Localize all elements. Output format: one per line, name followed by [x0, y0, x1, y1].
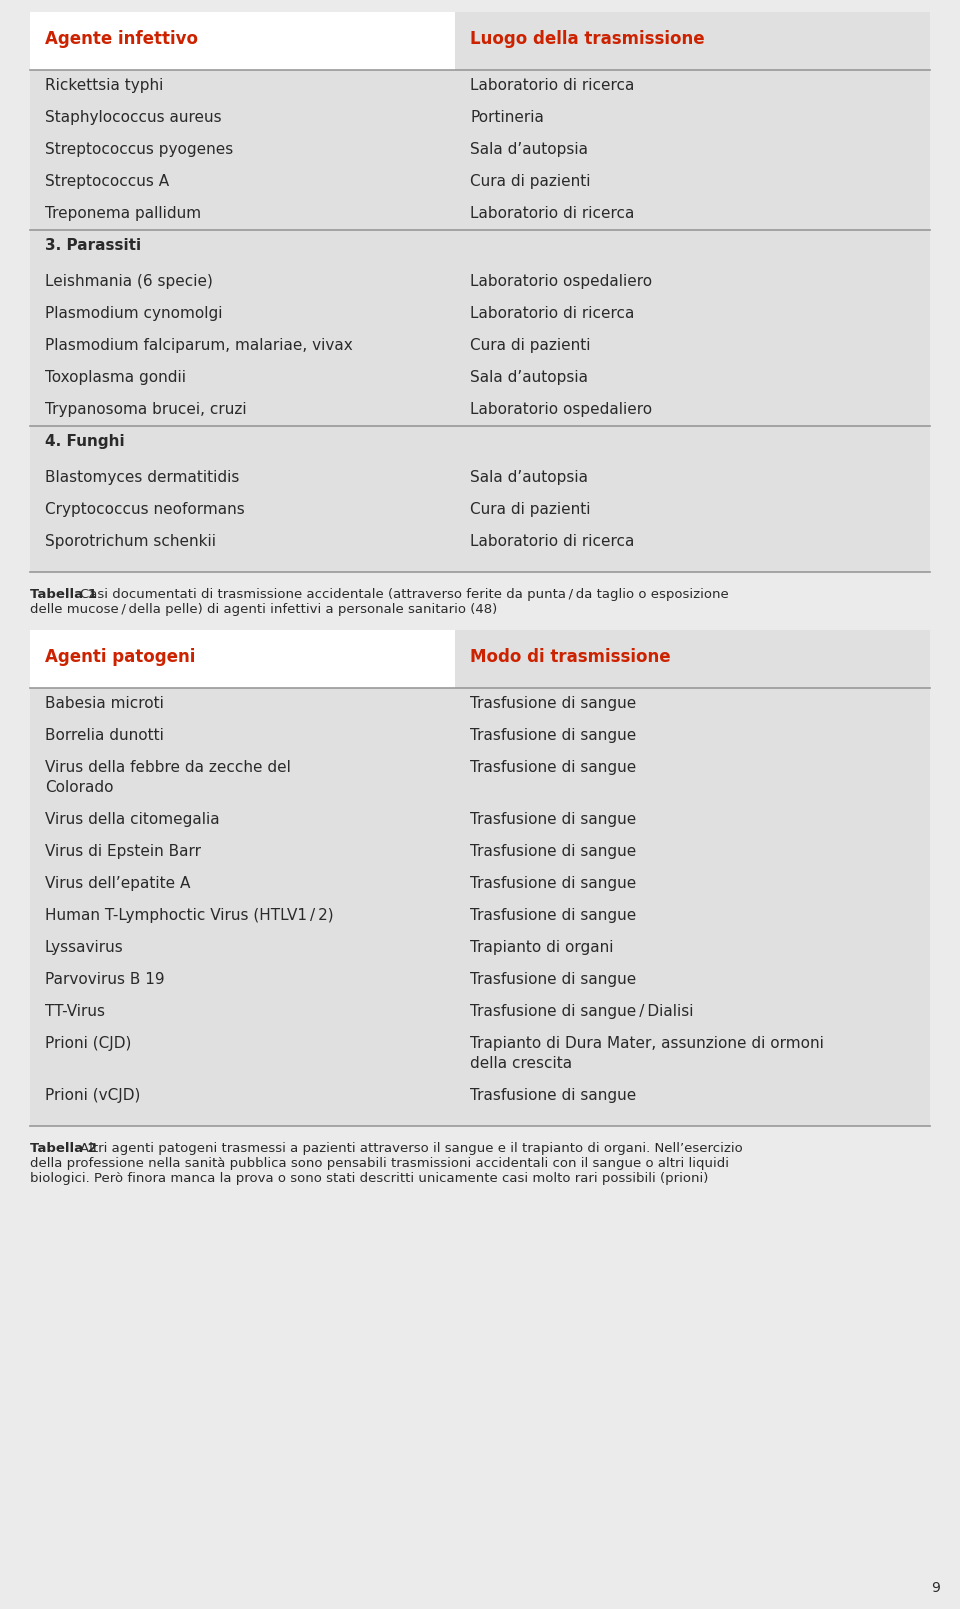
Text: Trapianto di organi: Trapianto di organi	[470, 940, 613, 956]
Text: Modo di trasmissione: Modo di trasmissione	[470, 648, 671, 666]
Text: Blastomyces dermatitidis: Blastomyces dermatitidis	[45, 470, 239, 484]
Text: Streptococcus A: Streptococcus A	[45, 174, 169, 188]
Text: Leishmania (6 specie): Leishmania (6 specie)	[45, 274, 213, 290]
Text: 4. Funghi: 4. Funghi	[45, 434, 125, 449]
Text: Laboratorio di ricerca: Laboratorio di ricerca	[470, 534, 635, 549]
Text: 3. Parassiti: 3. Parassiti	[45, 238, 141, 253]
Text: Agenti patogeni: Agenti patogeni	[45, 648, 196, 666]
Text: Toxoplasma gondii: Toxoplasma gondii	[45, 370, 186, 385]
Text: Plasmodium cynomolgi: Plasmodium cynomolgi	[45, 306, 223, 322]
Text: Trasfusione di sangue: Trasfusione di sangue	[470, 972, 636, 986]
Text: Portineria: Portineria	[470, 109, 544, 126]
Text: biologici. Però finora manca la prova o sono stati descritti unicamente casi mol: biologici. Però finora manca la prova o …	[30, 1171, 708, 1184]
Text: Cura di pazienti: Cura di pazienti	[470, 338, 590, 352]
Bar	[30, 11, 455, 71]
Text: TT-Virus: TT-Virus	[45, 1004, 105, 1018]
Text: 9: 9	[931, 1582, 940, 1595]
Text: Tabella 1: Tabella 1	[30, 587, 97, 602]
Text: Cura di pazienti: Cura di pazienti	[470, 502, 590, 516]
Text: Sporotrichum schenkii: Sporotrichum schenkii	[45, 534, 216, 549]
Text: Trasfusione di sangue: Trasfusione di sangue	[470, 759, 636, 776]
Text: Casi documentati di trasmissione accidentale (attraverso ferite da punta / da ta: Casi documentati di trasmissione acciden…	[80, 587, 729, 602]
Text: Cura di pazienti: Cura di pazienti	[470, 174, 590, 188]
Text: Trapianto di Dura Mater, assunzione di ormoni
della crescita: Trapianto di Dura Mater, assunzione di o…	[470, 1036, 824, 1072]
Text: Agente infettivo: Agente infettivo	[45, 31, 198, 48]
Text: della professione nella sanità pubblica sono pensabili trasmissioni accidentali : della professione nella sanità pubblica …	[30, 1157, 729, 1170]
Text: Sala d’autopsia: Sala d’autopsia	[470, 470, 588, 484]
Text: Prioni (CJD): Prioni (CJD)	[45, 1036, 132, 1051]
Text: Laboratorio di ricerca: Laboratorio di ricerca	[470, 206, 635, 220]
Text: Human T-Lymphoctic Virus (HTLV1 / 2): Human T-Lymphoctic Virus (HTLV1 / 2)	[45, 907, 334, 924]
Text: Virus della febbre da zecche del
Colorado: Virus della febbre da zecche del Colorad…	[45, 759, 291, 795]
Text: Virus dell’epatite A: Virus dell’epatite A	[45, 875, 190, 891]
Text: Sala d’autopsia: Sala d’autopsia	[470, 142, 588, 158]
Text: Prioni (vCJD): Prioni (vCJD)	[45, 1088, 140, 1104]
Text: Trasfusione di sangue / Dialisi: Trasfusione di sangue / Dialisi	[470, 1004, 693, 1018]
Text: Laboratorio di ricerca: Laboratorio di ricerca	[470, 306, 635, 322]
Bar	[30, 631, 930, 1126]
Text: Altri agenti patogeni trasmessi a pazienti attraverso il sangue e il trapianto d: Altri agenti patogeni trasmessi a pazien…	[80, 1142, 743, 1155]
Bar	[30, 11, 930, 573]
Text: Trasfusione di sangue: Trasfusione di sangue	[470, 845, 636, 859]
Text: Treponema pallidum: Treponema pallidum	[45, 206, 202, 220]
Bar	[30, 631, 455, 689]
Text: Streptococcus pyogenes: Streptococcus pyogenes	[45, 142, 233, 158]
Text: Babesia microti: Babesia microti	[45, 697, 164, 711]
Text: delle mucose / della pelle) di agenti infettivi a personale sanitario (48): delle mucose / della pelle) di agenti in…	[30, 603, 497, 616]
Text: Laboratorio ospedaliero: Laboratorio ospedaliero	[470, 402, 652, 417]
Text: Trasfusione di sangue: Trasfusione di sangue	[470, 727, 636, 743]
Text: Trasfusione di sangue: Trasfusione di sangue	[470, 697, 636, 711]
Text: Borrelia dunotti: Borrelia dunotti	[45, 727, 164, 743]
Text: Plasmodium falciparum, malariae, vivax: Plasmodium falciparum, malariae, vivax	[45, 338, 352, 352]
Text: Tabella 2: Tabella 2	[30, 1142, 97, 1155]
Text: Cryptococcus neoformans: Cryptococcus neoformans	[45, 502, 245, 516]
Text: Trypanosoma brucei, cruzi: Trypanosoma brucei, cruzi	[45, 402, 247, 417]
Text: Trasfusione di sangue: Trasfusione di sangue	[470, 907, 636, 924]
Text: Trasfusione di sangue: Trasfusione di sangue	[470, 875, 636, 891]
Text: Trasfusione di sangue: Trasfusione di sangue	[470, 1088, 636, 1104]
Text: Staphylococcus aureus: Staphylococcus aureus	[45, 109, 222, 126]
Text: Laboratorio ospedaliero: Laboratorio ospedaliero	[470, 274, 652, 290]
Text: Trasfusione di sangue: Trasfusione di sangue	[470, 813, 636, 827]
Text: Rickettsia typhi: Rickettsia typhi	[45, 77, 163, 93]
Text: Virus della citomegalia: Virus della citomegalia	[45, 813, 220, 827]
Text: Lyssavirus: Lyssavirus	[45, 940, 124, 956]
Text: Laboratorio di ricerca: Laboratorio di ricerca	[470, 77, 635, 93]
Text: Sala d’autopsia: Sala d’autopsia	[470, 370, 588, 385]
Text: Virus di Epstein Barr: Virus di Epstein Barr	[45, 845, 201, 859]
Text: Luogo della trasmissione: Luogo della trasmissione	[470, 31, 705, 48]
Text: Parvovirus B 19: Parvovirus B 19	[45, 972, 164, 986]
